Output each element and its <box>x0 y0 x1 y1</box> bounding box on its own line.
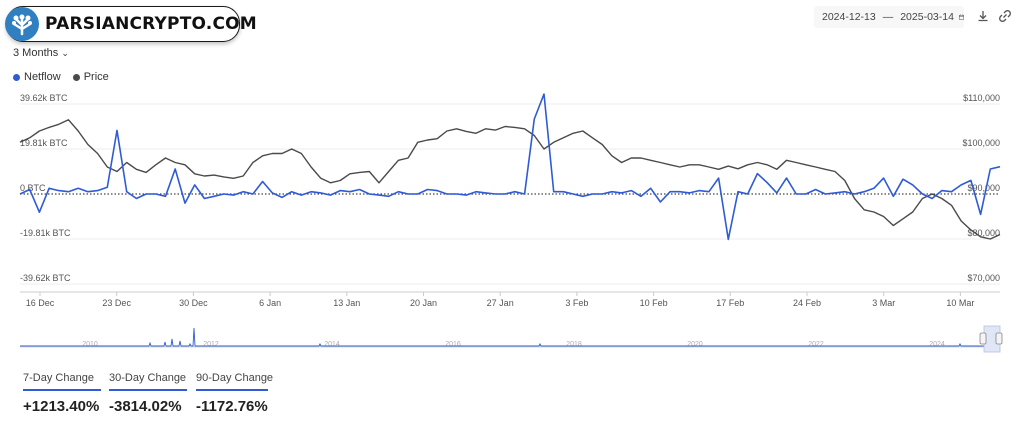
x-tick-label: 16 Dec <box>26 298 55 308</box>
brand-logo-icon <box>5 7 39 41</box>
stat-label: 7-Day Change <box>23 372 101 391</box>
chart-grid <box>20 103 1000 285</box>
range-navigator[interactable]: 2010 2012 2014 2016 2018 2020 2022 2024 <box>0 325 1024 355</box>
navigator-right-handle[interactable] <box>995 332 1003 345</box>
right-tick-label: $80,000 <box>967 228 1000 238</box>
right-tick-label: $100,000 <box>962 138 1000 148</box>
x-tick-label: 13 Jan <box>333 298 360 308</box>
calendar-icon[interactable] <box>958 12 964 22</box>
x-tick-label: 17 Feb <box>716 298 744 308</box>
x-tick-label: 6 Jan <box>259 298 281 308</box>
x-tick-label: 3 Feb <box>565 298 588 308</box>
download-icon[interactable] <box>976 9 990 23</box>
navigator-left-handle[interactable] <box>979 332 987 345</box>
right-axis: $110,000 $100,000 $90,000 $80,000 $70,000 <box>962 93 1000 283</box>
x-tick-label: 24 Feb <box>793 298 821 308</box>
navigator-years: 2010 2012 2014 2016 2018 2020 2022 2024 <box>82 341 945 348</box>
link-icon[interactable] <box>998 9 1012 23</box>
navigator-series <box>20 327 984 347</box>
series-layer <box>19 93 1001 241</box>
legend-item-netflow[interactable]: Netflow <box>13 71 61 83</box>
stat-7-day: 7-Day Change +1213.40% <box>23 372 101 415</box>
navigator-year-label: 2020 <box>687 341 703 348</box>
range-dropdown[interactable]: 3 Months ⌄ <box>13 47 69 59</box>
brand-logo: PARSIANCRYPTO.COM <box>5 6 257 42</box>
x-tick-label: 3 Mar <box>872 298 895 308</box>
right-tick-label: $70,000 <box>967 273 1000 283</box>
left-tick-label: 19.81k BTC <box>20 138 68 148</box>
stat-30-day: 30-Day Change -3814.02% <box>109 372 187 415</box>
left-axis: 39.62k BTC 19.81k BTC 0 BTC -19.81k BTC -39.… <box>20 93 71 283</box>
navigator-year-label: 2012 <box>203 341 219 348</box>
navigator-year-label: 2018 <box>566 341 582 348</box>
navigator-year-label: 2022 <box>808 341 824 348</box>
date-separator: — <box>882 11 894 23</box>
x-tick-label: 27 Jan <box>487 298 514 308</box>
legend-item-price[interactable]: Price <box>72 71 109 83</box>
x-tick-label: 10 Feb <box>640 298 668 308</box>
right-tick-label: $110,000 <box>963 93 1000 103</box>
x-axis: 16 Dec 23 Dec 30 Dec 6 Jan 13 Jan 20 Jan 27 Ja… <box>20 291 1000 308</box>
left-tick-label: -19.81k BTC <box>20 228 71 238</box>
left-tick-label: 0 BTC <box>20 183 46 193</box>
x-tick-label: 23 Dec <box>102 298 131 308</box>
netflow-price-chart: 39.62k BTC 19.81k BTC 0 BTC -19.81k BTC -39.… <box>19 93 1001 308</box>
stat-label: 90-Day Change <box>196 372 273 391</box>
range-label: 3 Months <box>13 47 59 59</box>
stat-90-day: 90-Day Change -1172.76% <box>196 372 273 415</box>
series-line-price <box>19 119 1001 240</box>
navigator-year-label: 2024 <box>929 341 945 348</box>
chart-legend: Netflow Price <box>13 71 109 83</box>
navigator-year-label: 2014 <box>324 341 340 348</box>
stat-value: -3814.02% <box>109 398 182 415</box>
navigator-year-label: 2016 <box>445 341 461 348</box>
x-tick-label: 30 Dec <box>179 298 208 308</box>
brand-name: PARSIANCRYPTO.COM <box>45 14 257 34</box>
left-tick-label: -39.62k BTC <box>20 273 71 283</box>
stat-value: +1213.40% <box>23 398 100 415</box>
navigator-year-label: 2010 <box>82 341 98 348</box>
x-tick-label: 20 Jan <box>410 298 437 308</box>
right-tick-label: $90,000 <box>967 183 1000 193</box>
chevron-down-icon: ⌄ <box>61 48 69 58</box>
stat-label: 30-Day Change <box>109 372 187 391</box>
stat-value: -1172.76% <box>196 398 268 415</box>
x-tick-label: 10 Mar <box>946 298 974 308</box>
end-date[interactable]: 2025-03-14 <box>900 11 954 23</box>
left-tick-label: 39.62k BTC <box>20 93 68 103</box>
series-line-netflow <box>19 93 1001 241</box>
start-date[interactable]: 2024-12-13 <box>822 11 876 23</box>
date-range-picker[interactable]: 2024-12-13 — 2025-03-14 <box>814 6 964 28</box>
